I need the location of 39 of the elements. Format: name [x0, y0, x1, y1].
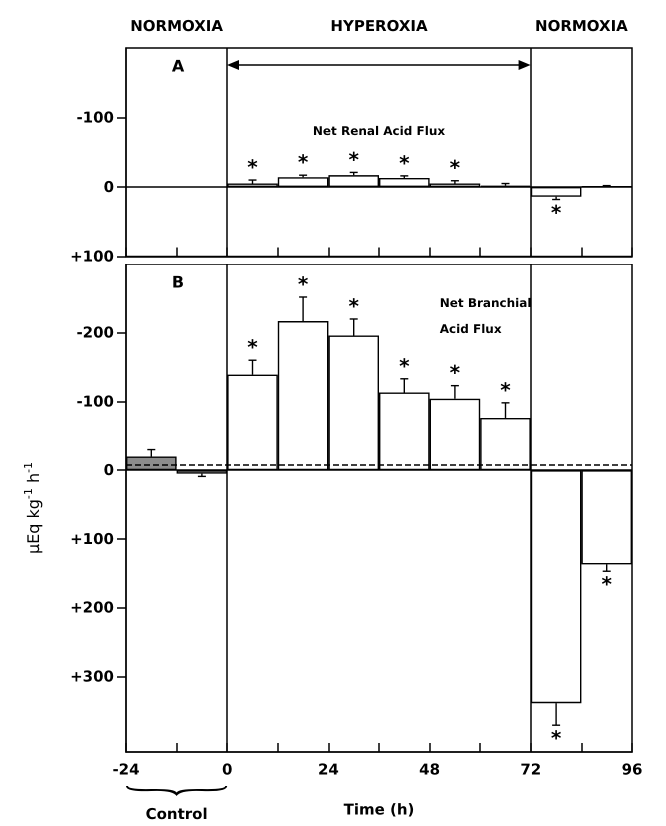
y-tick-label: -100 [76, 392, 114, 410]
x-tick-label: 0 [222, 760, 232, 778]
x-tick-label: 72 [520, 760, 542, 778]
text: Control [146, 805, 208, 823]
x-tick-label: 96 [622, 760, 642, 778]
data-label: * [550, 726, 562, 750]
data-label: * [550, 200, 562, 225]
text: Net Branchial Acid Flux [440, 296, 536, 336]
y-tick-label: +200 [70, 598, 114, 617]
text: Net Renal Acid Flux [312, 124, 446, 138]
x-tick-label: 48 [419, 760, 440, 778]
annotation: B [172, 272, 184, 292]
y-tick-label: +100 [70, 248, 114, 266]
text: HYPEROXIA [330, 17, 428, 35]
data-label: * [298, 150, 309, 174]
data-label: * [348, 294, 360, 318]
data-label: * [348, 147, 360, 172]
data-label: * [450, 156, 461, 180]
data-label: * [247, 155, 258, 180]
y-tick-label: -100 [76, 108, 114, 126]
y-tick-label: +100 [70, 530, 114, 548]
x-axis-title: Time (h) [344, 800, 414, 818]
y-tick-label: 0 [104, 461, 114, 480]
data-label: * [450, 360, 461, 385]
data-label: * [601, 572, 612, 596]
x-tick-label: -24 [112, 760, 140, 778]
y-tick-label: -200 [76, 324, 114, 342]
text: NORMOXIA [535, 17, 628, 35]
data-label: * [500, 378, 512, 402]
y-axis-title: μEq kg-1 h-1 [22, 462, 43, 554]
data-label: * [247, 335, 258, 360]
x-tick-label: 24 [318, 760, 339, 778]
y-tick-label: 0 [104, 178, 114, 196]
y-tick-label: +300 [70, 667, 114, 686]
data-label: * [399, 150, 410, 175]
data-label: * [298, 272, 309, 296]
annotation: A [172, 56, 185, 76]
data-label: * [399, 354, 410, 378]
text: NORMOXIA [130, 17, 224, 35]
